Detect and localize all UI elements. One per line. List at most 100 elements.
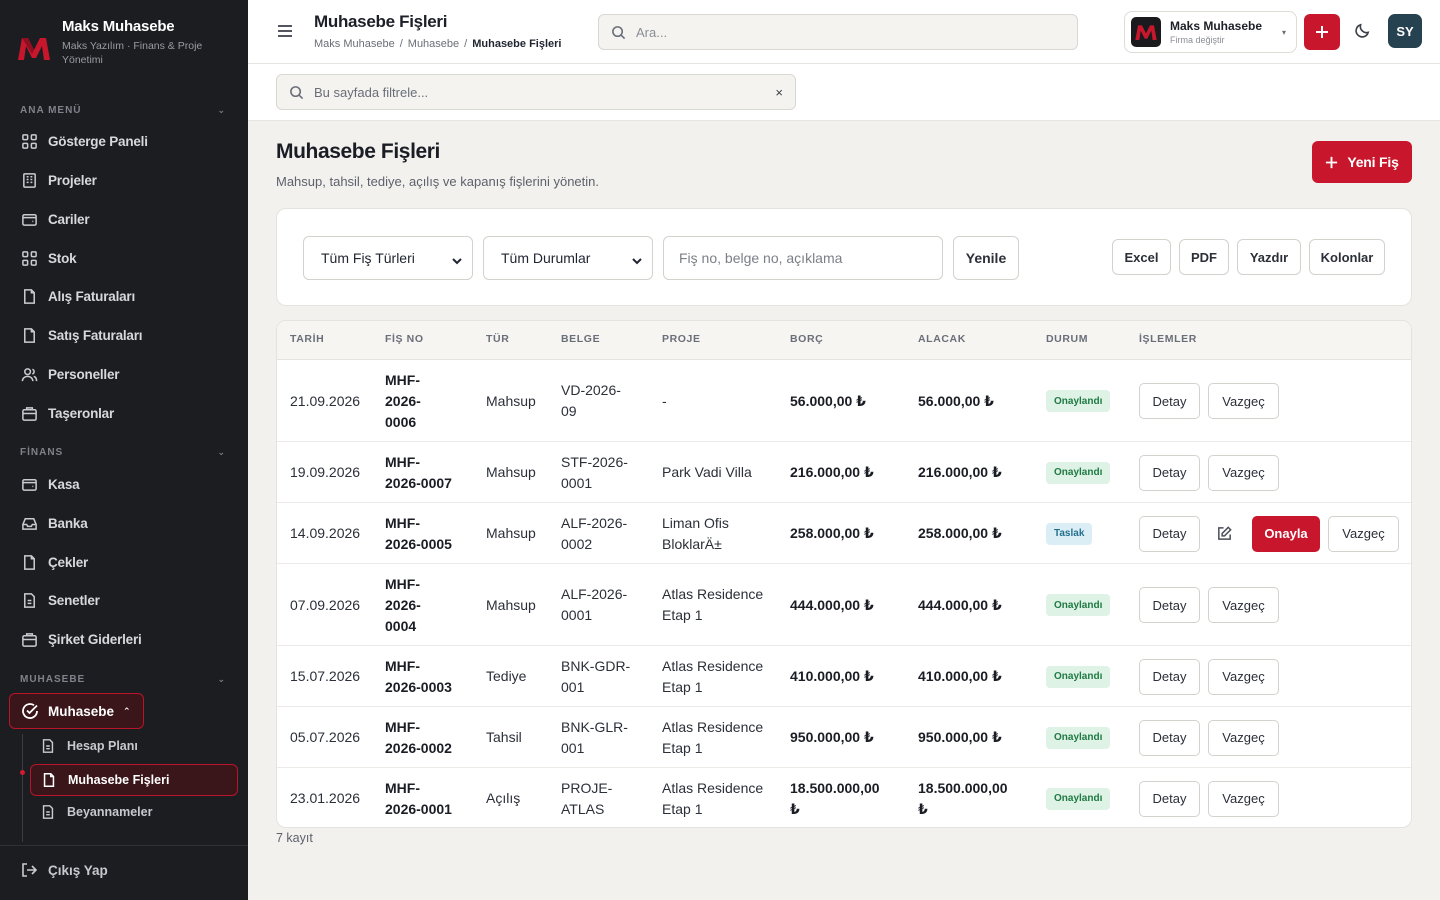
voucher-search-input[interactable] (663, 236, 943, 280)
dark-mode-toggle[interactable] (1354, 22, 1372, 40)
plus-icon (1326, 156, 1338, 168)
status-select[interactable]: Tüm Durumlar (483, 236, 653, 280)
cancel-button[interactable]: Vazgeç (1208, 780, 1279, 817)
column-header-credit[interactable]: ALACAK (918, 333, 966, 345)
sidebar-item-notes[interactable]: Senetler (20, 586, 230, 614)
file-icon (20, 326, 38, 344)
file-icon (43, 773, 55, 787)
brand[interactable]: Maks Muhasebe Maks Yazılım · Finans & Pr… (16, 18, 222, 67)
pdf-button[interactable]: PDF (1179, 239, 1229, 275)
section-accounting[interactable]: MUHASEBE ⌄ (20, 674, 226, 685)
sidebar-item-label: Çekler (48, 554, 89, 570)
chevron-down-icon: ⌄ (217, 674, 226, 684)
new-voucher-button[interactable]: Yeni Fiş (1312, 141, 1412, 183)
section-finance[interactable]: FİNANS ⌄ (20, 447, 226, 458)
sidebar-subitem-chart-of-accounts[interactable]: Hesap Planı (40, 732, 138, 760)
page-title: Muhasebe Fişleri (276, 140, 440, 163)
cell-type: Mahsup (486, 596, 536, 613)
detail-button[interactable]: Detay (1139, 515, 1200, 552)
menu-icon[interactable] (276, 22, 294, 40)
voucher-type-select[interactable]: Tüm Fiş Türleri (303, 236, 473, 280)
section-accounting-label: MUHASEBE (20, 674, 86, 685)
cell-date: 15.07.2026 (290, 668, 361, 684)
logout-button[interactable]: Çıkış Yap (20, 861, 108, 879)
sidebar-item-dashboard[interactable]: Gösterge Paneli (20, 127, 230, 155)
sidebar-item-subcontractors[interactable]: Taşeronlar (20, 399, 230, 427)
sidebar-item-cash[interactable]: Kasa (20, 470, 230, 498)
cancel-button[interactable]: Vazgeç (1208, 383, 1279, 419)
approve-button[interactable]: Onayla (1252, 515, 1320, 552)
cancel-button[interactable]: Vazgeç (1208, 658, 1279, 695)
page-filter[interactable]: × (276, 74, 796, 110)
global-search-input[interactable] (636, 24, 1056, 40)
cell-date: 23.01.2026 (290, 790, 361, 806)
detail-button[interactable]: Detay (1139, 780, 1200, 817)
logout-label: Çıkış Yap (48, 862, 108, 878)
excel-button[interactable]: Excel (1112, 239, 1171, 275)
page-subtitle: Mahsup, tahsil, tediye, açılış ve kapanı… (276, 174, 599, 189)
cell-date: 21.09.2026 (290, 392, 361, 409)
sidebar-subitem-declarations[interactable]: Beyannameler (40, 798, 152, 826)
sidebar-subitem-vouchers[interactable]: Muhasebe Fişleri (30, 764, 238, 796)
briefcase-icon (20, 630, 38, 648)
sidebar-item-bank[interactable]: Banka (20, 509, 230, 537)
cancel-button[interactable]: Vazgeç (1208, 587, 1279, 623)
columns-button[interactable]: Kolonlar (1309, 239, 1385, 275)
sidebar-item-label: Stok (48, 250, 77, 266)
sidebar-item-accounting[interactable]: Muhasebe ⌃ (9, 693, 144, 729)
page-filter-input[interactable] (314, 84, 754, 100)
column-header-debit[interactable]: BORÇ (790, 333, 824, 345)
status-badge: Onaylandı (1046, 594, 1111, 616)
breadcrumb-item[interactable]: Maks Muhasebe (314, 38, 395, 50)
detail-button[interactable]: Detay (1139, 658, 1200, 695)
active-indicator (20, 770, 25, 775)
cancel-button[interactable]: Vazgeç (1328, 515, 1399, 552)
breadcrumb-item[interactable]: Muhasebe (407, 38, 460, 50)
detail-button[interactable]: Detay (1139, 587, 1200, 623)
sidebar-item-company-expenses[interactable]: Şirket Giderleri (20, 625, 230, 653)
search-icon (612, 25, 626, 39)
print-button[interactable]: Yazdır (1237, 239, 1301, 275)
sidebar-item-sales-invoices[interactable]: Satış Faturaları (20, 321, 230, 349)
sidebar-item-cheques[interactable]: Çekler (20, 548, 230, 576)
sidebar-item-purchase-invoices[interactable]: Alış Faturaları (20, 282, 230, 310)
avatar[interactable]: SY (1388, 14, 1422, 48)
cell-project: Atlas Residence Etap 1 (662, 779, 764, 817)
detail-button[interactable]: Detay (1139, 454, 1200, 491)
refresh-button[interactable]: Yenile (953, 236, 1019, 280)
vouchers-table: TARİH FİŞ NO TÜR BELGE PROJE BORÇ ALACAK… (276, 320, 1412, 828)
column-header-project[interactable]: PROJE (662, 333, 701, 345)
sidebar-item-personnel[interactable]: Personeller (20, 360, 230, 388)
quick-add-button[interactable] (1304, 14, 1340, 50)
column-header-no[interactable]: FİŞ NO (385, 333, 424, 345)
sidebar-item-projects[interactable]: Projeler (20, 166, 230, 194)
sidebar-item-accounts[interactable]: Cariler (20, 205, 230, 233)
search-icon (290, 85, 304, 99)
sidebar-subitem-label: Muhasebe Fişleri (68, 773, 170, 787)
chevron-up-icon: ⌃ (123, 705, 131, 716)
cell-type: Mahsup (486, 464, 536, 480)
sidebar-item-stock[interactable]: Stok (20, 244, 230, 272)
detail-button[interactable]: Detay (1139, 719, 1200, 756)
detail-button[interactable]: Detay (1139, 383, 1200, 419)
grid-icon (20, 249, 38, 267)
column-header-document[interactable]: BELGE (561, 333, 601, 345)
cancel-button[interactable]: Vazgeç (1208, 454, 1279, 491)
close-icon[interactable]: × (775, 85, 783, 100)
chevron-down-icon (452, 253, 462, 265)
firm-switcher[interactable]: Maks Muhasebe Firma değiştir ▾ (1124, 11, 1297, 53)
caret-down-icon: ▾ (1281, 28, 1286, 37)
global-search[interactable] (598, 14, 1078, 50)
section-main[interactable]: ANA MENÜ ⌄ (20, 105, 226, 116)
column-header-status[interactable]: DURUM (1046, 333, 1089, 345)
column-header-type[interactable]: TÜR (486, 333, 510, 345)
edit-icon[interactable] (1216, 525, 1234, 543)
column-header-date[interactable]: TARİH (290, 333, 325, 345)
cancel-button[interactable]: Vazgeç (1208, 719, 1279, 756)
table-row: 21.09.2026 MHF- 2026- 0006 Mahsup VD-2026- … (277, 360, 1411, 442)
cell-project: Liman Ofis BloklarÄ± (662, 514, 729, 552)
table-row: 05.07.2026 MHF- 2026-0002 Tahsil BNK-GLR- 0… (277, 707, 1411, 768)
topbar: Muhasebe Fişleri Maks Muhasebe / Muhaseb… (248, 0, 1440, 64)
breadcrumb-separator: / (464, 38, 468, 50)
cell-voucher-no: MHF- 2026- 0006 (385, 371, 421, 430)
